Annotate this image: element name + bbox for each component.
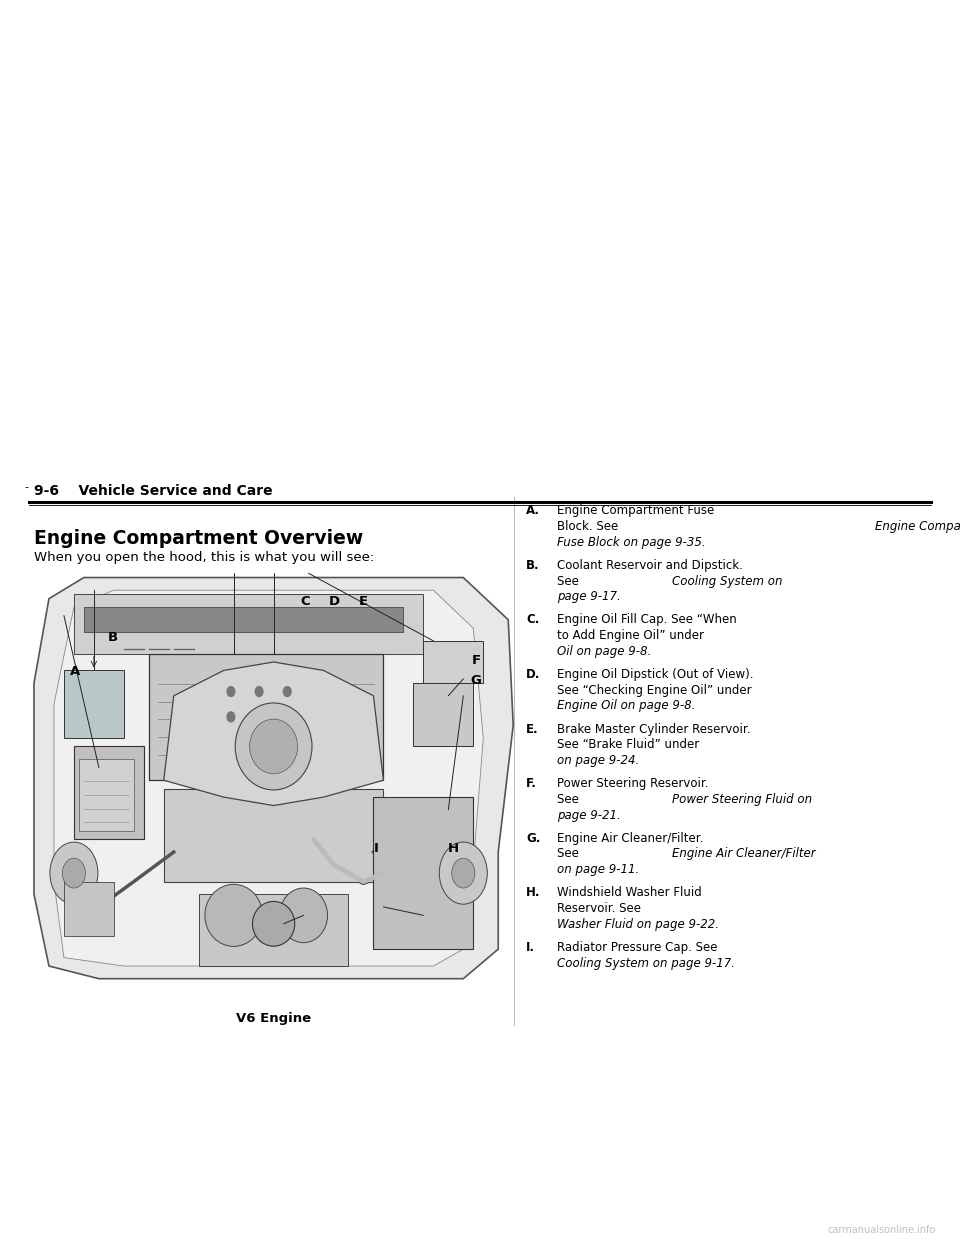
Text: I.: I. bbox=[526, 941, 535, 954]
Text: V6 Engine: V6 Engine bbox=[236, 1012, 311, 1025]
Text: 9-6    Vehicle Service and Care: 9-6 Vehicle Service and Care bbox=[34, 484, 273, 498]
Circle shape bbox=[283, 712, 291, 722]
Text: Cooling System on: Cooling System on bbox=[672, 575, 782, 587]
Bar bbox=[149, 653, 383, 780]
Text: Engine Oil Fill Cap. See “When: Engine Oil Fill Cap. See “When bbox=[557, 614, 736, 626]
Ellipse shape bbox=[204, 884, 262, 946]
Text: Coolant Reservoir and Dipstick.: Coolant Reservoir and Dipstick. bbox=[557, 559, 743, 571]
Text: D.: D. bbox=[526, 668, 540, 681]
Ellipse shape bbox=[250, 719, 298, 774]
Text: I: I bbox=[373, 842, 379, 854]
Text: Cooling System on page 9-17.: Cooling System on page 9-17. bbox=[557, 956, 734, 970]
Text: on page 9-11.: on page 9-11. bbox=[557, 863, 639, 876]
Text: When you open the hood, this is what you will see:: When you open the hood, this is what you… bbox=[34, 551, 373, 564]
Text: A: A bbox=[70, 666, 80, 678]
Text: H.: H. bbox=[526, 887, 540, 899]
Bar bbox=[74, 595, 423, 653]
Text: Brake Master Cylinder Reservoir.: Brake Master Cylinder Reservoir. bbox=[557, 723, 751, 735]
Text: See “Brake Fluid” under: See “Brake Fluid” under bbox=[557, 738, 703, 751]
Text: Reservoir. See: Reservoir. See bbox=[557, 902, 644, 915]
Text: Engine Air Cleaner/Filter: Engine Air Cleaner/Filter bbox=[672, 847, 816, 861]
Text: G.: G. bbox=[526, 832, 540, 845]
Circle shape bbox=[255, 687, 263, 697]
Text: See “Checking Engine Oil” under: See “Checking Engine Oil” under bbox=[557, 684, 752, 697]
Text: Engine Compartment Fuse: Engine Compartment Fuse bbox=[557, 504, 714, 517]
Text: F: F bbox=[471, 655, 481, 667]
Ellipse shape bbox=[50, 842, 98, 904]
Text: C: C bbox=[300, 595, 310, 607]
Bar bbox=[79, 759, 133, 831]
Text: Block. See: Block. See bbox=[557, 520, 622, 533]
Bar bbox=[64, 882, 114, 936]
Text: D: D bbox=[328, 595, 340, 607]
Text: Radiator Pressure Cap. See: Radiator Pressure Cap. See bbox=[557, 941, 717, 954]
Bar bbox=[74, 746, 144, 840]
Ellipse shape bbox=[62, 858, 85, 888]
Ellipse shape bbox=[279, 888, 327, 943]
Text: on page 9-24.: on page 9-24. bbox=[557, 754, 639, 768]
Bar bbox=[64, 671, 124, 738]
Text: page 9-21.: page 9-21. bbox=[557, 809, 620, 822]
Text: Washer Fluid on page 9-22.: Washer Fluid on page 9-22. bbox=[557, 918, 719, 930]
Polygon shape bbox=[164, 662, 383, 806]
Text: See: See bbox=[557, 792, 583, 806]
Text: E.: E. bbox=[526, 723, 539, 735]
Text: A.: A. bbox=[526, 504, 540, 517]
Text: F.: F. bbox=[526, 777, 537, 790]
Ellipse shape bbox=[235, 703, 312, 790]
Circle shape bbox=[255, 712, 263, 722]
Text: Windshield Washer Fluid: Windshield Washer Fluid bbox=[557, 887, 702, 899]
Text: -: - bbox=[24, 482, 28, 492]
Text: C.: C. bbox=[526, 614, 540, 626]
Text: page 9-17.: page 9-17. bbox=[557, 590, 620, 604]
Circle shape bbox=[228, 712, 235, 722]
Text: Engine Compartment: Engine Compartment bbox=[875, 520, 960, 533]
Polygon shape bbox=[54, 590, 483, 966]
Text: B.: B. bbox=[526, 559, 540, 571]
Text: Engine Air Cleaner/Filter.: Engine Air Cleaner/Filter. bbox=[557, 832, 703, 845]
Bar bbox=[423, 641, 483, 683]
Text: E: E bbox=[358, 595, 368, 607]
Circle shape bbox=[283, 687, 291, 697]
Bar bbox=[199, 894, 348, 966]
Bar bbox=[84, 607, 403, 632]
Text: Oil on page 9-8.: Oil on page 9-8. bbox=[557, 645, 651, 658]
Ellipse shape bbox=[252, 902, 295, 946]
Text: H: H bbox=[447, 842, 459, 854]
Polygon shape bbox=[34, 578, 514, 979]
Text: Engine Compartment Overview: Engine Compartment Overview bbox=[34, 529, 363, 548]
Ellipse shape bbox=[452, 858, 475, 888]
Circle shape bbox=[228, 687, 235, 697]
Ellipse shape bbox=[440, 842, 488, 904]
Text: G: G bbox=[470, 674, 482, 687]
Text: B: B bbox=[108, 631, 118, 643]
Text: Power Steering Reservoir.: Power Steering Reservoir. bbox=[557, 777, 708, 790]
Bar bbox=[164, 789, 383, 882]
Text: Engine Oil on page 9-8.: Engine Oil on page 9-8. bbox=[557, 699, 695, 713]
Bar bbox=[373, 797, 473, 949]
Text: to Add Engine Oil” under: to Add Engine Oil” under bbox=[557, 630, 708, 642]
Text: Power Steering Fluid on: Power Steering Fluid on bbox=[672, 792, 812, 806]
Text: See: See bbox=[557, 575, 583, 587]
Text: Fuse Block on page 9-35.: Fuse Block on page 9-35. bbox=[557, 535, 706, 549]
Text: See: See bbox=[557, 847, 583, 861]
Text: carmanualsonline.info: carmanualsonline.info bbox=[828, 1225, 936, 1235]
Text: Engine Oil Dipstick (Out of View).: Engine Oil Dipstick (Out of View). bbox=[557, 668, 754, 681]
Bar bbox=[414, 683, 473, 746]
